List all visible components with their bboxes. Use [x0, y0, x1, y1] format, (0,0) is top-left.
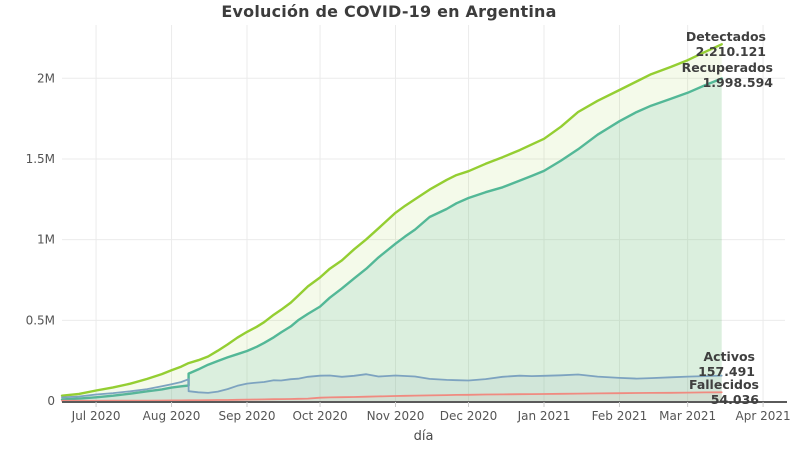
tick-labels: 0 0.5M 1M 1.5M 2M Jul 2020 Aug 2020 Sep 2020 Oct…	[26, 71, 791, 423]
annotation-detectados: Detectados 2.210.121	[686, 29, 766, 59]
recuperados-area	[62, 78, 722, 401]
x-tick-label: Oct 2020	[292, 409, 347, 423]
detectados-area	[62, 44, 722, 402]
x-axis-title: día	[413, 429, 434, 444]
annotation-activos: Activos 157.491	[698, 349, 755, 379]
y-tick-label: 2M	[37, 71, 55, 85]
x-tick-label: Nov 2020	[367, 409, 425, 423]
recuperados-line	[60, 77, 723, 401]
y-tick-label: 1M	[37, 233, 55, 247]
x-tick-label: Jan 2021	[517, 409, 571, 423]
annotation-recuperados-label: Recuperados	[681, 60, 773, 75]
annotation-detectados-value: 2.210.121	[695, 44, 766, 59]
annotation-recuperados-value: 1.998.594	[702, 75, 773, 90]
fallecidos-line	[61, 391, 723, 402]
annotation-fallecidos: Fallecidos 54.036	[689, 377, 759, 407]
x-tick-label: Aug 2020	[143, 409, 201, 423]
annotation-detectados-label: Detectados	[685, 29, 766, 44]
y-tick-label: 0.5M	[26, 313, 55, 327]
annotation-activos-value: 157.491	[698, 364, 755, 379]
annotation-fallecidos-label: Fallecidos	[689, 377, 759, 392]
x-tick-label: Dec 2020	[440, 409, 498, 423]
activos-line	[61, 373, 723, 399]
detectados-line	[60, 43, 723, 397]
gridlines	[62, 25, 785, 401]
y-tick-label: 0	[47, 394, 55, 408]
annotation-fallecidos-value: 54.036	[710, 392, 759, 407]
x-tick-label: Apr 2021	[736, 409, 791, 423]
chart-title: Evolución de COVID-19 en Argentina	[221, 2, 557, 21]
series-areas	[60, 43, 723, 402]
x-tick-label: Feb 2021	[592, 409, 648, 423]
annotation-activos-label: Activos	[703, 349, 755, 364]
annotation-recuperados: Recuperados 1.998.594	[682, 60, 773, 90]
x-tick-label: Mar 2021	[659, 409, 716, 423]
x-tick-label: Jul 2020	[71, 409, 121, 423]
x-tick-label: Sep 2020	[219, 409, 276, 423]
y-tick-label: 1.5M	[26, 152, 55, 166]
